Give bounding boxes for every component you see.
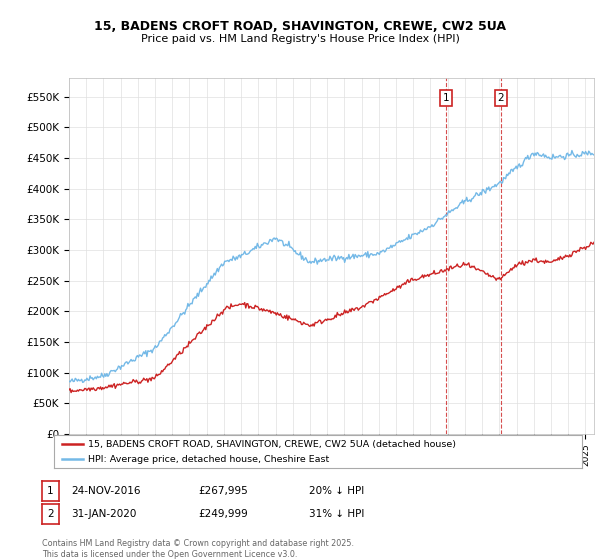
Text: 20% ↓ HPI: 20% ↓ HPI bbox=[309, 486, 364, 496]
Text: Price paid vs. HM Land Registry's House Price Index (HPI): Price paid vs. HM Land Registry's House … bbox=[140, 34, 460, 44]
Text: 31-JAN-2020: 31-JAN-2020 bbox=[71, 509, 136, 519]
Text: £267,995: £267,995 bbox=[198, 486, 248, 496]
Text: 2: 2 bbox=[497, 93, 504, 103]
Text: £249,999: £249,999 bbox=[198, 509, 248, 519]
Text: 15, BADENS CROFT ROAD, SHAVINGTON, CREWE, CW2 5UA (detached house): 15, BADENS CROFT ROAD, SHAVINGTON, CREWE… bbox=[88, 440, 457, 449]
Text: 15, BADENS CROFT ROAD, SHAVINGTON, CREWE, CW2 5UA: 15, BADENS CROFT ROAD, SHAVINGTON, CREWE… bbox=[94, 20, 506, 32]
Text: 31% ↓ HPI: 31% ↓ HPI bbox=[309, 509, 364, 519]
Text: 1: 1 bbox=[47, 486, 54, 496]
Text: 2: 2 bbox=[47, 509, 54, 519]
Text: 24-NOV-2016: 24-NOV-2016 bbox=[71, 486, 140, 496]
Text: Contains HM Land Registry data © Crown copyright and database right 2025.
This d: Contains HM Land Registry data © Crown c… bbox=[42, 539, 354, 559]
Text: 1: 1 bbox=[443, 93, 449, 103]
Text: HPI: Average price, detached house, Cheshire East: HPI: Average price, detached house, Ches… bbox=[88, 455, 329, 464]
